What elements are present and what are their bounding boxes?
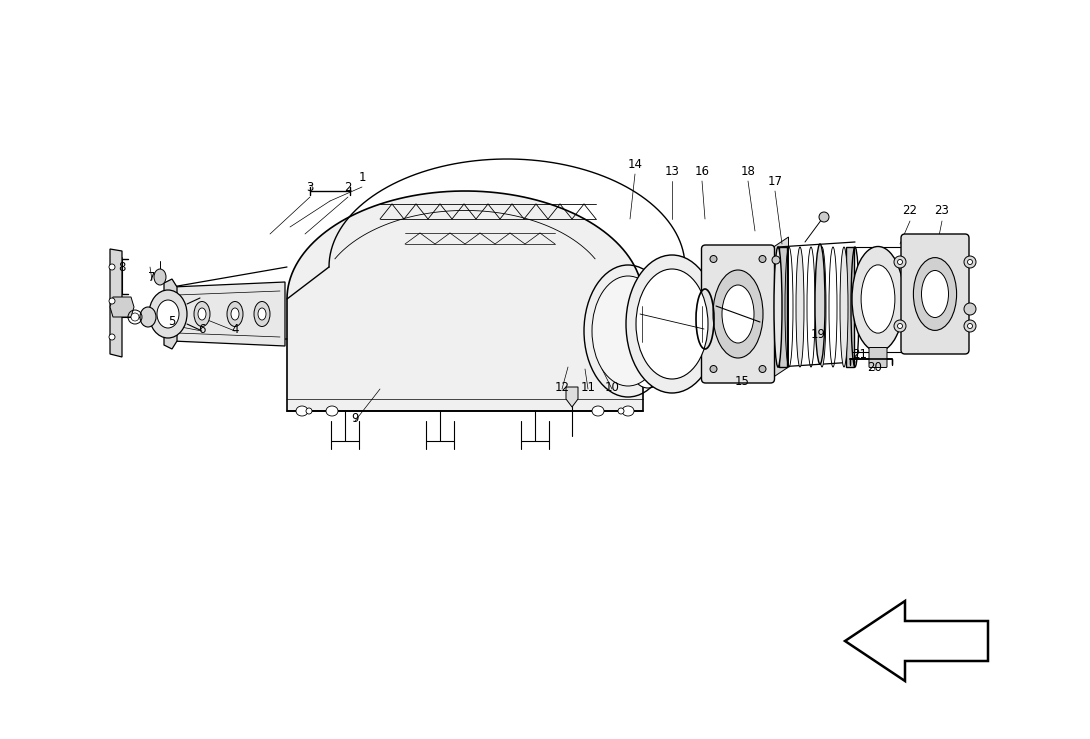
Text: 14: 14 bbox=[628, 157, 642, 171]
Ellipse shape bbox=[710, 366, 717, 372]
Polygon shape bbox=[771, 237, 788, 379]
Ellipse shape bbox=[774, 247, 782, 367]
Ellipse shape bbox=[722, 285, 754, 343]
Ellipse shape bbox=[964, 320, 976, 332]
Text: 4: 4 bbox=[231, 322, 239, 336]
Text: 21: 21 bbox=[852, 347, 868, 361]
Ellipse shape bbox=[815, 244, 825, 364]
Ellipse shape bbox=[772, 256, 780, 264]
Text: 1: 1 bbox=[359, 171, 366, 183]
Text: 3: 3 bbox=[306, 180, 314, 194]
Ellipse shape bbox=[227, 302, 243, 327]
FancyBboxPatch shape bbox=[702, 245, 775, 383]
Ellipse shape bbox=[713, 270, 763, 358]
Ellipse shape bbox=[194, 302, 210, 327]
Ellipse shape bbox=[109, 334, 116, 340]
Ellipse shape bbox=[921, 270, 948, 318]
Ellipse shape bbox=[710, 256, 717, 262]
Ellipse shape bbox=[818, 247, 826, 367]
Ellipse shape bbox=[296, 406, 308, 416]
Ellipse shape bbox=[149, 290, 187, 338]
Text: 17: 17 bbox=[767, 174, 783, 188]
Polygon shape bbox=[110, 297, 134, 317]
Ellipse shape bbox=[819, 212, 829, 222]
Text: 2: 2 bbox=[344, 180, 352, 194]
Text: 23: 23 bbox=[934, 205, 949, 217]
Ellipse shape bbox=[759, 256, 766, 262]
Text: 16: 16 bbox=[694, 165, 710, 177]
Ellipse shape bbox=[759, 366, 766, 372]
FancyBboxPatch shape bbox=[869, 347, 887, 367]
Ellipse shape bbox=[968, 259, 972, 265]
Ellipse shape bbox=[897, 324, 903, 329]
Text: 8: 8 bbox=[119, 261, 125, 273]
Ellipse shape bbox=[852, 247, 904, 352]
Ellipse shape bbox=[109, 298, 116, 304]
Text: 5: 5 bbox=[168, 315, 175, 327]
FancyBboxPatch shape bbox=[901, 234, 969, 354]
Ellipse shape bbox=[861, 265, 895, 333]
Ellipse shape bbox=[626, 255, 718, 393]
Polygon shape bbox=[287, 191, 643, 411]
Ellipse shape bbox=[897, 259, 903, 265]
Ellipse shape bbox=[634, 360, 662, 388]
Ellipse shape bbox=[109, 264, 116, 270]
Ellipse shape bbox=[894, 256, 906, 268]
Ellipse shape bbox=[254, 302, 270, 327]
Text: 15: 15 bbox=[735, 375, 750, 387]
Text: 7: 7 bbox=[148, 270, 156, 284]
Text: 19: 19 bbox=[811, 327, 825, 341]
Text: 18: 18 bbox=[740, 165, 755, 177]
Ellipse shape bbox=[258, 308, 266, 320]
Ellipse shape bbox=[796, 247, 804, 367]
Ellipse shape bbox=[306, 408, 312, 414]
Ellipse shape bbox=[154, 269, 166, 285]
Polygon shape bbox=[164, 279, 177, 349]
Text: 10: 10 bbox=[605, 381, 619, 393]
Polygon shape bbox=[566, 387, 578, 407]
Bar bbox=[779, 247, 787, 367]
Ellipse shape bbox=[964, 303, 976, 315]
Ellipse shape bbox=[913, 258, 957, 330]
Ellipse shape bbox=[231, 308, 239, 320]
Ellipse shape bbox=[894, 320, 906, 332]
Text: 20: 20 bbox=[868, 361, 883, 373]
Ellipse shape bbox=[618, 408, 623, 414]
Ellipse shape bbox=[840, 247, 848, 367]
Ellipse shape bbox=[592, 406, 604, 416]
Text: 22: 22 bbox=[903, 205, 918, 217]
Polygon shape bbox=[110, 249, 122, 357]
Text: 9: 9 bbox=[351, 412, 359, 426]
Ellipse shape bbox=[198, 308, 206, 320]
Ellipse shape bbox=[964, 256, 976, 268]
Text: 11: 11 bbox=[581, 381, 595, 393]
Ellipse shape bbox=[968, 324, 972, 329]
Ellipse shape bbox=[592, 276, 664, 386]
Text: 6: 6 bbox=[198, 322, 206, 336]
Polygon shape bbox=[172, 282, 284, 346]
Ellipse shape bbox=[622, 406, 634, 416]
Ellipse shape bbox=[140, 307, 156, 327]
Text: 12: 12 bbox=[555, 381, 569, 393]
Ellipse shape bbox=[635, 269, 708, 379]
Ellipse shape bbox=[131, 313, 140, 321]
Ellipse shape bbox=[326, 406, 338, 416]
Text: 13: 13 bbox=[665, 165, 679, 177]
Bar bbox=[846, 247, 853, 367]
Polygon shape bbox=[845, 601, 988, 681]
Ellipse shape bbox=[157, 300, 179, 328]
